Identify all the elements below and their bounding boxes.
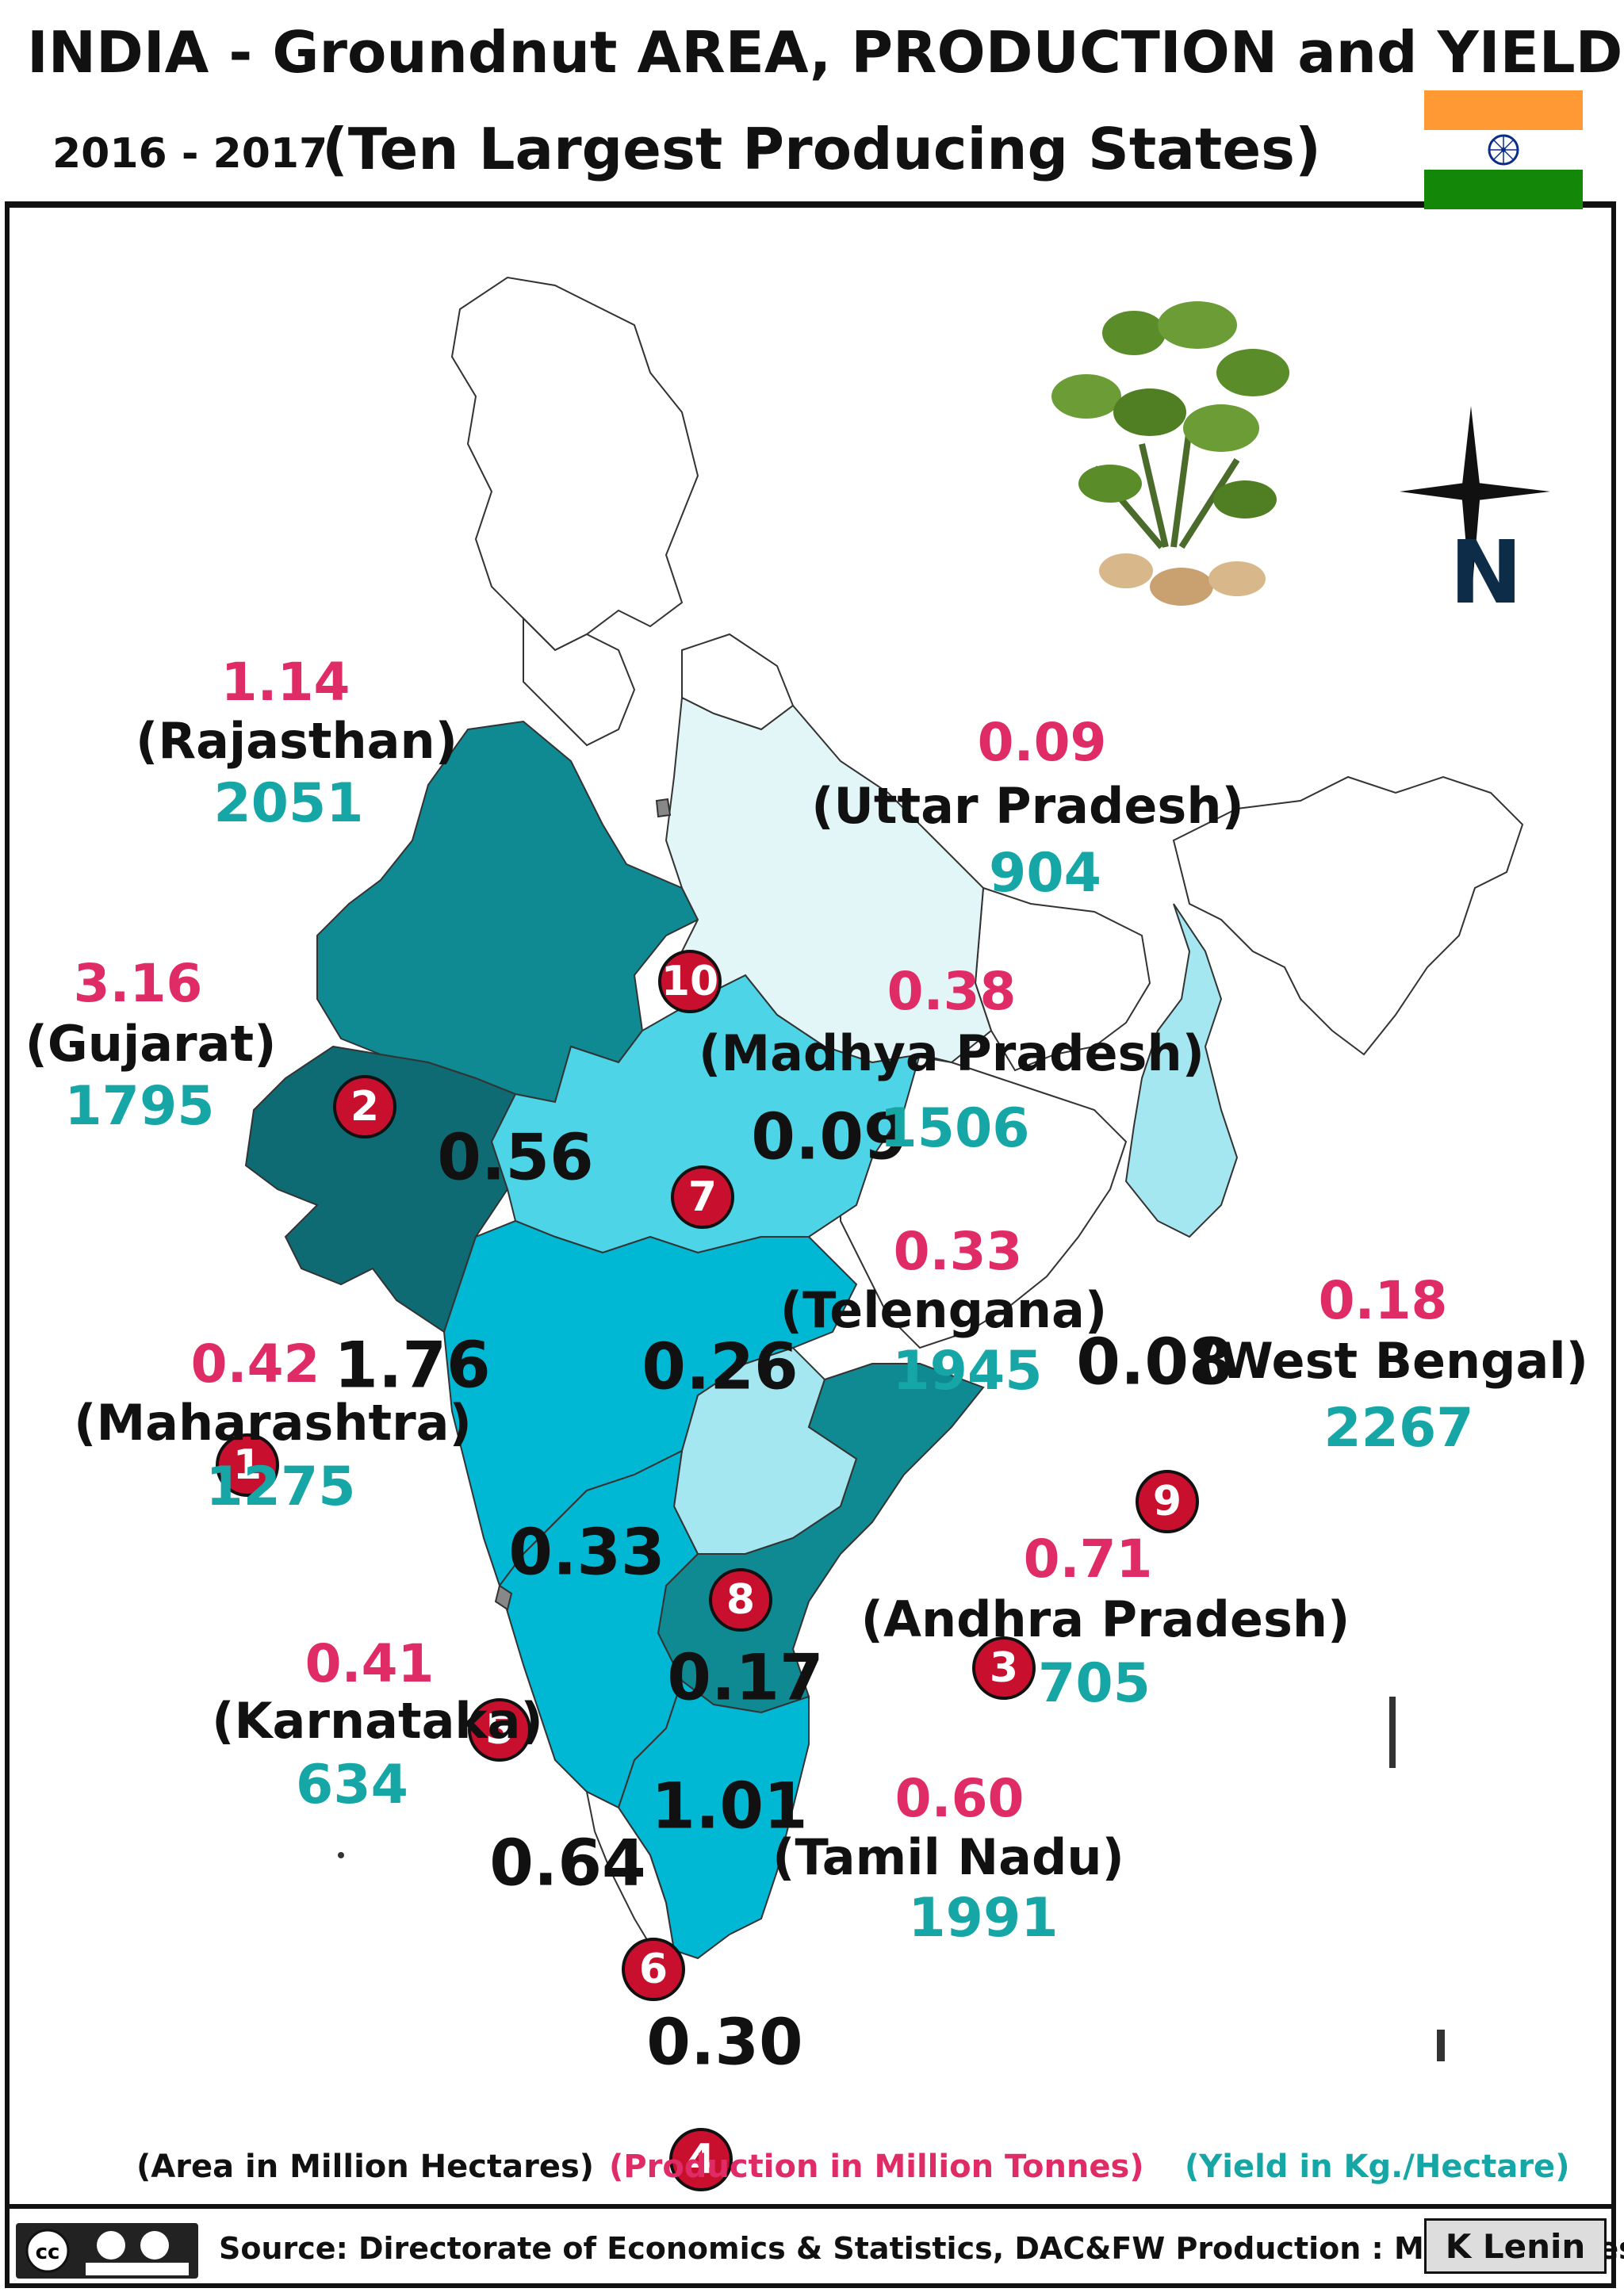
islands bbox=[338, 1697, 1445, 2061]
region-himachal-punjab bbox=[523, 616, 636, 747]
maharashtra-yield: 1275 bbox=[205, 1456, 356, 1518]
ashoka-chakra-icon bbox=[1488, 134, 1519, 166]
karnataka-production: 0.41 bbox=[304, 1633, 435, 1694]
state-goa bbox=[494, 1584, 513, 1611]
subtitle-years: 2016 - 2017 bbox=[52, 130, 328, 178]
andhra-pradesh-name: (Andhra Pradesh) bbox=[860, 1590, 1350, 1648]
area-value: 0.64 bbox=[489, 1826, 646, 1900]
area-value: 0.30 bbox=[646, 2005, 803, 2080]
cc-by-sa-icon: cc bbox=[25, 2229, 189, 2275]
rank-marker: 3 bbox=[972, 1636, 1036, 1700]
andhra-pradesh-production: 0.71 bbox=[1023, 1529, 1153, 1590]
state-west-bengal bbox=[1124, 903, 1239, 1238]
andaman-islands bbox=[1389, 1697, 1396, 1768]
header: INDIA - Groundnut AREA, PRODUCTION and Y… bbox=[5, 5, 1622, 211]
map-area: N 1 2 3 4 5 6 7 8 9 10 1.76 0.56 1.01 0.… bbox=[0, 208, 1624, 2191]
rank-marker: 2 bbox=[333, 1075, 396, 1138]
area-value: 0.56 bbox=[437, 1120, 594, 1195]
legend: (Area in Million Hectares) (Production i… bbox=[0, 2142, 1624, 2198]
other-regions bbox=[450, 276, 1524, 1349]
rajasthan-name: (Rajasthan) bbox=[136, 712, 458, 770]
compass-rose-icon bbox=[1400, 406, 1550, 603]
madhya-pradesh-name: (Madhya Pradesh) bbox=[699, 1024, 1205, 1082]
state-karnataka bbox=[498, 1449, 699, 1809]
compass-north-label: N bbox=[1450, 522, 1523, 623]
svg-text:cc: cc bbox=[36, 2241, 60, 2264]
area-value: 0.09 bbox=[751, 1100, 908, 1174]
area-value: 1.01 bbox=[651, 1769, 808, 1843]
maharashtra-name: (Maharashtra) bbox=[74, 1394, 472, 1452]
west-bengal-production: 0.18 bbox=[1318, 1270, 1448, 1331]
lakshadweep-islands bbox=[338, 1852, 344, 1858]
area-value: 0.33 bbox=[508, 1515, 665, 1590]
rank-marker: 5 bbox=[468, 1698, 531, 1762]
india-flag-icon bbox=[1424, 90, 1583, 211]
karnataka-name: (Karnataka) bbox=[212, 1692, 543, 1750]
footer: cc Source: Directorate of Economics & St… bbox=[5, 2204, 1624, 2283]
rank-marker: 6 bbox=[622, 1938, 685, 2001]
rank-marker: 8 bbox=[709, 1568, 772, 1632]
area-value: 0.08 bbox=[1076, 1325, 1233, 1399]
telengana-production: 0.33 bbox=[893, 1221, 1023, 1282]
rajasthan-production: 1.14 bbox=[220, 652, 350, 713]
nicobar-islands bbox=[1437, 2030, 1445, 2061]
state-delhi bbox=[655, 798, 672, 818]
uttar-pradesh-name: (Uttar Pradesh) bbox=[811, 777, 1244, 835]
rajasthan-yield: 2051 bbox=[213, 772, 364, 835]
gujarat-production: 3.16 bbox=[73, 953, 203, 1014]
cc-license-icon: cc bbox=[16, 2223, 198, 2279]
telengana-name: (Telengana) bbox=[779, 1281, 1108, 1339]
madhya-pradesh-yield: 1506 bbox=[879, 1097, 1030, 1160]
area-value: 0.17 bbox=[667, 1640, 824, 1715]
gujarat-name: (Gujarat) bbox=[25, 1015, 277, 1073]
author-badge: K Lenin bbox=[1424, 2218, 1607, 2274]
producing-states bbox=[244, 696, 1239, 1960]
gujarat-yield: 1795 bbox=[64, 1075, 215, 1138]
uttar-pradesh-yield: 904 bbox=[989, 842, 1101, 905]
legend-production: (Production in Million Tonnes) bbox=[609, 2149, 1144, 2185]
state-gujarat bbox=[244, 1045, 517, 1334]
tamil-nadu-name: (Tamil Nadu) bbox=[772, 1828, 1124, 1886]
legend-yield: (Yield in Kg./Hectare) bbox=[1185, 2149, 1570, 2185]
area-value: 1.76 bbox=[334, 1328, 491, 1402]
source-note: Source: Directorate of Economics & Stati… bbox=[219, 2231, 1624, 2266]
state-uttar-pradesh bbox=[665, 696, 993, 1064]
tamil-nadu-yield: 1991 bbox=[908, 1887, 1059, 1950]
area-value: 0.26 bbox=[642, 1330, 799, 1404]
uttar-pradesh-production: 0.09 bbox=[977, 712, 1107, 773]
rank-marker: 4 bbox=[669, 2128, 733, 2191]
groundnut-plant-icon bbox=[1051, 301, 1289, 606]
madhya-pradesh-production: 0.38 bbox=[887, 961, 1017, 1022]
west-bengal-name: (West Bengal) bbox=[1197, 1332, 1588, 1390]
rank-marker: 10 bbox=[658, 950, 722, 1013]
rank-marker: 9 bbox=[1136, 1470, 1199, 1533]
page-subtitle: (Ten Largest Producing States) bbox=[322, 116, 1321, 182]
tamil-nadu-production: 0.60 bbox=[894, 1768, 1025, 1829]
rank-marker: 7 bbox=[671, 1165, 734, 1229]
page-title: INDIA - Groundnut AREA, PRODUCTION and Y… bbox=[27, 19, 1623, 86]
region-northeast bbox=[1172, 775, 1524, 1056]
maharashtra-production: 0.42 bbox=[190, 1334, 320, 1395]
andhra-pradesh-yield: 705 bbox=[1038, 1652, 1151, 1715]
telengana-yield: 1945 bbox=[892, 1340, 1043, 1402]
rank-marker: 1 bbox=[216, 1433, 279, 1497]
region-north-jk bbox=[450, 276, 699, 652]
west-bengal-yield: 2267 bbox=[1323, 1397, 1474, 1460]
legend-area: (Area in Million Hectares) bbox=[136, 2149, 595, 2185]
karnataka-yield: 634 bbox=[296, 1754, 408, 1816]
india-map bbox=[244, 276, 1550, 2061]
region-chhattisgarh-odisha bbox=[840, 1053, 1128, 1349]
